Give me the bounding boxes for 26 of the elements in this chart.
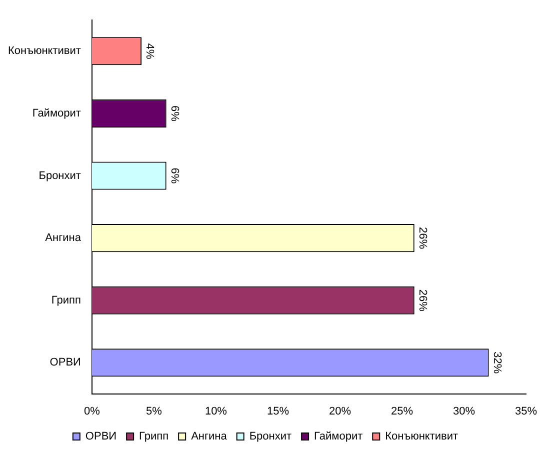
data-label: 26% bbox=[416, 289, 428, 312]
x-tick-label: 25% bbox=[390, 405, 414, 418]
x-tick-label: 35% bbox=[514, 405, 538, 418]
x-tick-label: 30% bbox=[452, 405, 476, 418]
legend-label: Конъюнктивит bbox=[385, 430, 458, 443]
y-tick-label: Бронхит bbox=[38, 170, 81, 182]
y-tick-label: ОРВИ bbox=[50, 356, 81, 369]
x-tick-label: 10% bbox=[204, 405, 228, 418]
legend-label: Ангина bbox=[191, 430, 228, 443]
data-label: 4% bbox=[144, 43, 156, 60]
y-tick-label: Ангина bbox=[45, 232, 82, 244]
x-tick-label: 20% bbox=[328, 405, 352, 418]
legend-label: ОРВИ bbox=[85, 430, 117, 443]
y-tick-label: Гайморит bbox=[32, 107, 81, 120]
legend-label: Бронхит bbox=[249, 430, 292, 443]
y-tick-label: Конъюнктивит bbox=[8, 45, 81, 58]
data-label: 26% bbox=[416, 227, 428, 250]
legend-label: Грипп bbox=[139, 430, 169, 443]
x-tick-label: 5% bbox=[146, 405, 162, 418]
x-tick-label: 0% bbox=[84, 405, 100, 418]
x-tick-label: 15% bbox=[266, 405, 290, 418]
y-tick-label: Грипп bbox=[51, 294, 81, 306]
legend-label: Гайморит bbox=[314, 430, 363, 443]
data-label: 6% bbox=[168, 168, 180, 184]
data-label: 32% bbox=[490, 352, 503, 374]
data-label: 6% bbox=[168, 105, 180, 122]
